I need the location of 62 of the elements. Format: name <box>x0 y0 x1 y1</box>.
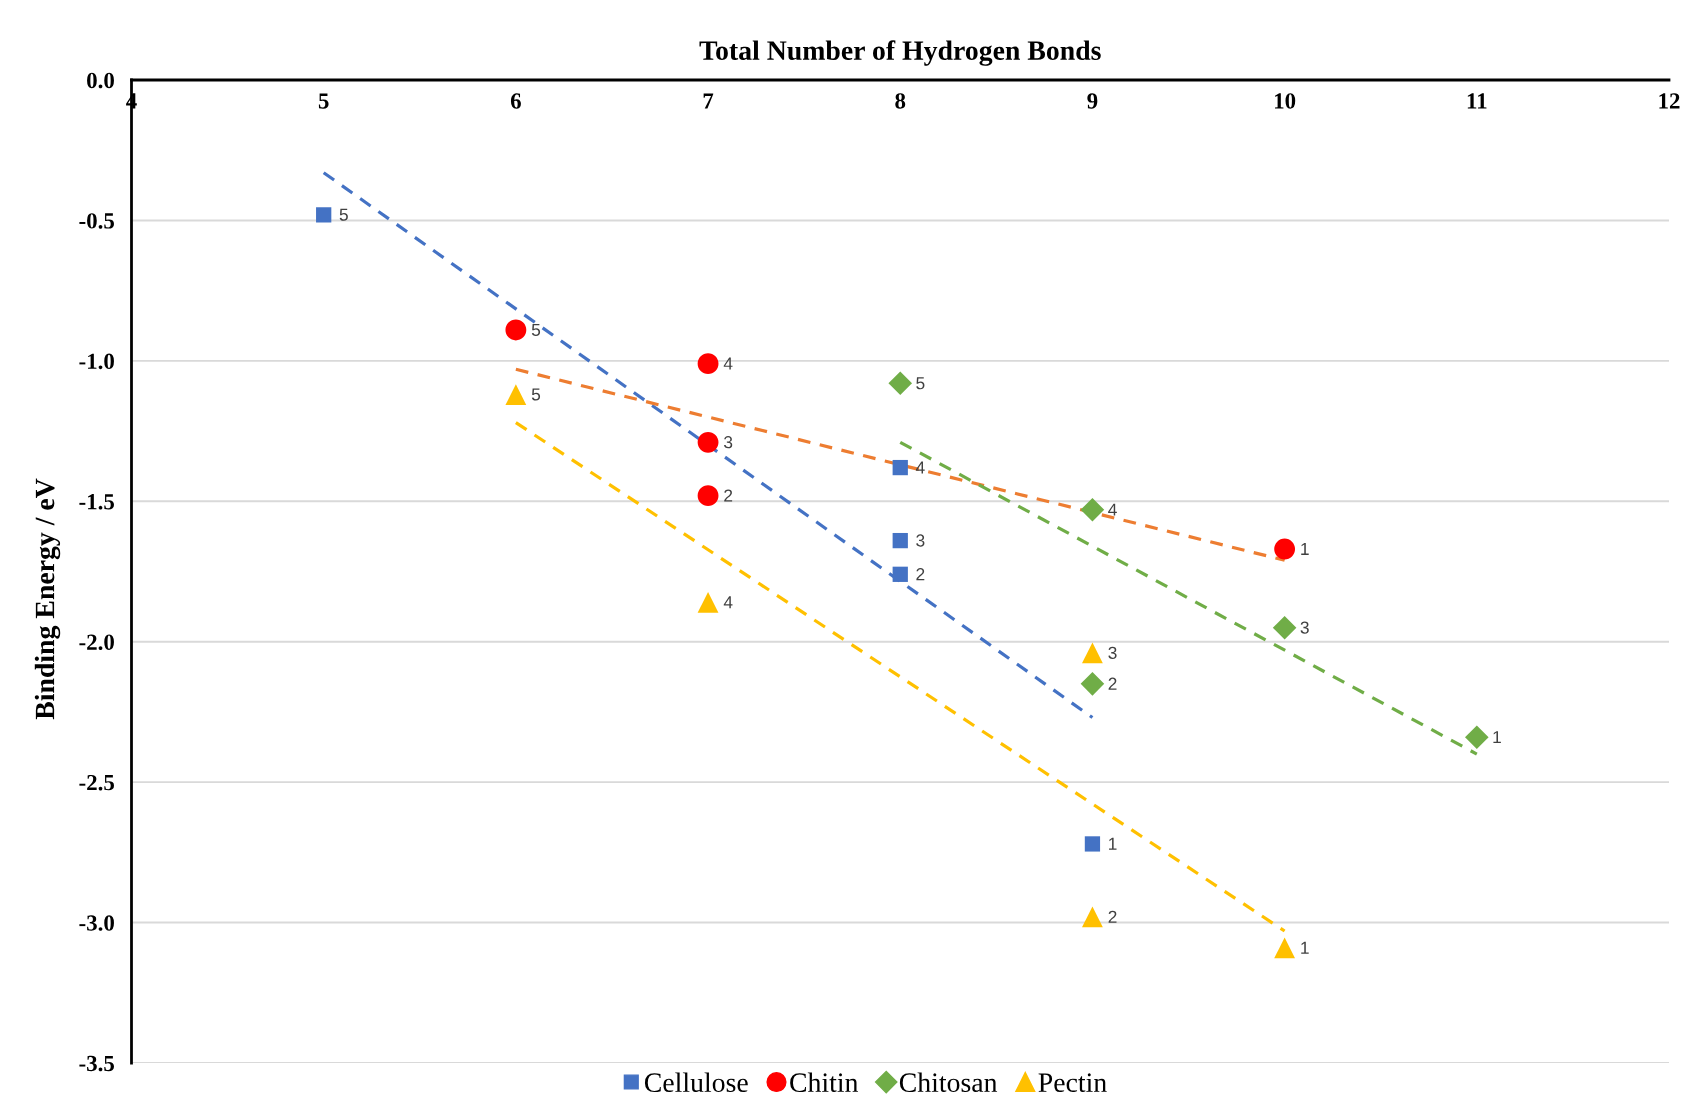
annotation: 3 <box>724 436 733 449</box>
point <box>1080 497 1105 522</box>
point <box>1274 937 1296 959</box>
legend-label: Chitosan <box>899 1072 998 1093</box>
x-axis-title: Total Number of Hydrogen Bonds <box>699 40 1101 66</box>
legend-label: Cellulose <box>644 1072 748 1093</box>
y-tick-label: 0.0 <box>87 72 114 89</box>
annotation: 2 <box>1108 677 1117 690</box>
annotation: 4 <box>1108 503 1117 516</box>
x-tick-label: 9 <box>1087 93 1098 109</box>
x-tick-label: 12 <box>1659 93 1680 109</box>
annotation: 5 <box>916 377 925 390</box>
x-tick-label: 11 <box>1467 93 1487 109</box>
annotation: 1 <box>1109 837 1117 850</box>
legend-label: Chitin <box>790 1072 859 1093</box>
point <box>892 459 908 476</box>
point <box>892 532 908 549</box>
y-tick-label: -0.5 <box>79 213 114 229</box>
annotation: 1 <box>1493 731 1501 744</box>
y-tick-label: -2.0 <box>79 634 114 650</box>
x-tick-label: 6 <box>510 93 521 109</box>
y-axis-title: Binding Energy / eV <box>34 478 61 720</box>
x-tick-label: 10 <box>1275 93 1296 109</box>
annotation: 4 <box>723 357 733 370</box>
y-tick-label: -1.0 <box>79 353 114 370</box>
point <box>697 485 719 507</box>
annotation: 5 <box>531 323 541 337</box>
x-tick-label: 7 <box>703 93 714 109</box>
point <box>505 319 527 341</box>
point <box>1084 836 1101 852</box>
annotation: 1 <box>1301 542 1309 555</box>
point <box>1465 725 1489 749</box>
point <box>697 591 719 613</box>
point <box>892 566 908 582</box>
point <box>316 207 332 223</box>
legend-label: Pectin <box>1038 1073 1107 1093</box>
point <box>697 353 719 375</box>
annotation: 4 <box>915 461 925 474</box>
point <box>1082 906 1103 928</box>
point <box>1082 642 1103 664</box>
annotation: 2 <box>1108 910 1117 923</box>
point <box>505 384 527 405</box>
annotation: 2 <box>724 489 733 502</box>
y-tick-label: -1.5 <box>79 494 114 510</box>
annotation: 2 <box>916 568 925 581</box>
y-tick-label: -2.5 <box>79 774 114 791</box>
annotation: 1 <box>1301 941 1309 954</box>
point <box>1274 538 1296 560</box>
annotation: 5 <box>339 208 348 221</box>
annotation: 4 <box>723 596 733 609</box>
point <box>1272 615 1297 640</box>
point <box>1080 672 1105 696</box>
annotation: 3 <box>1300 621 1309 634</box>
x-tick-label: 8 <box>895 93 906 109</box>
annotation: 3 <box>1108 646 1117 659</box>
annotation: 3 <box>916 534 925 547</box>
y-tick-label: -3.0 <box>79 915 114 931</box>
y-tick-label: -3.5 <box>79 1055 114 1072</box>
annotation: 5 <box>531 388 541 401</box>
x-tick-label: 5 <box>318 93 329 109</box>
point <box>888 371 913 396</box>
point <box>697 431 719 453</box>
